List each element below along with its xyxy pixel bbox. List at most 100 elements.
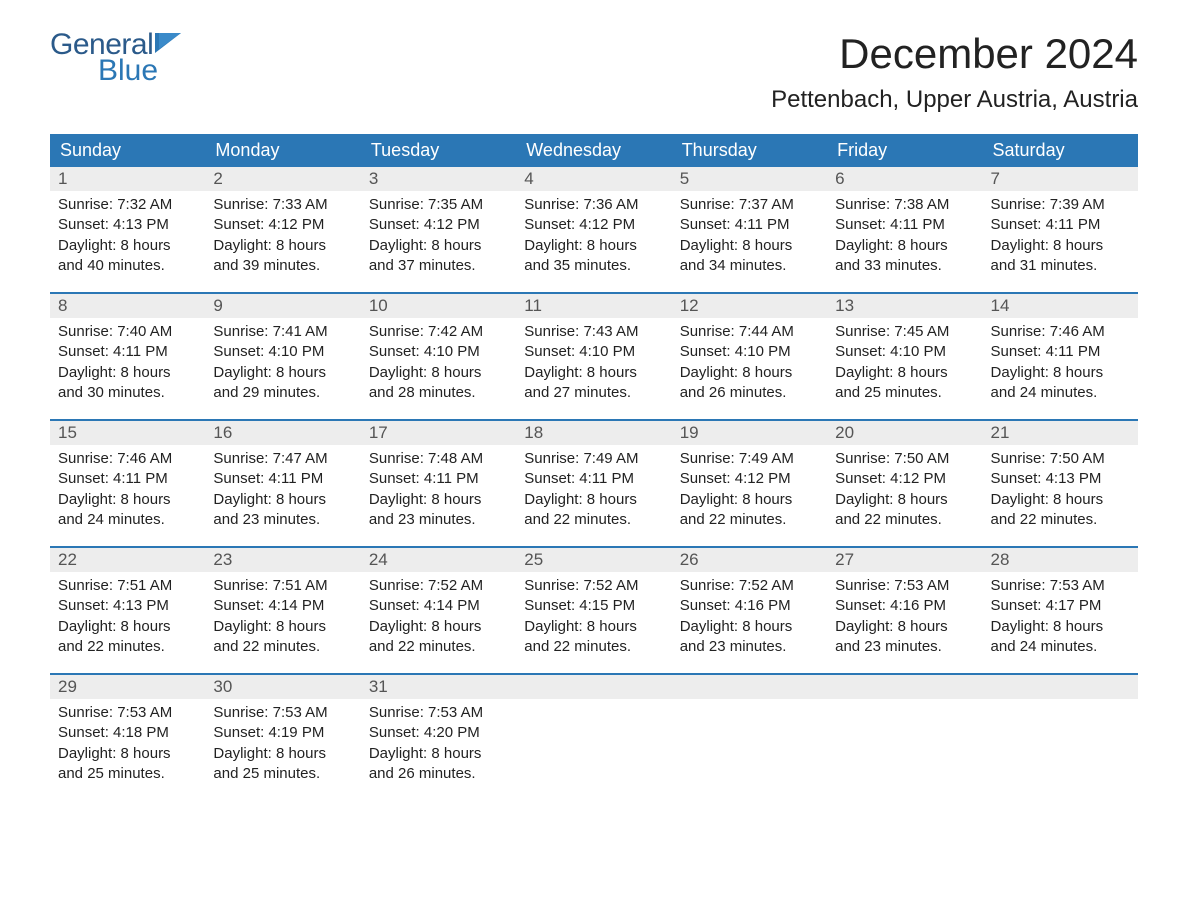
daylight-text: and 23 minutes.: [680, 637, 819, 657]
day-cell: Sunrise: 7:53 AMSunset: 4:18 PMDaylight:…: [50, 699, 205, 800]
flag-icon: [155, 33, 181, 57]
day-number: 27: [827, 548, 982, 572]
daylight-text: and 22 minutes.: [835, 510, 974, 530]
sunrise-text: Sunrise: 7:41 AM: [213, 322, 352, 342]
sunset-text: Sunset: 4:12 PM: [835, 469, 974, 489]
sunset-text: Sunset: 4:16 PM: [680, 596, 819, 616]
daylight-text: and 34 minutes.: [680, 256, 819, 276]
day-cell: Sunrise: 7:50 AMSunset: 4:12 PMDaylight:…: [827, 445, 982, 546]
daylight-text: and 23 minutes.: [213, 510, 352, 530]
daylight-text: Daylight: 8 hours: [680, 236, 819, 256]
daylight-text: Daylight: 8 hours: [524, 236, 663, 256]
day-cell: Sunrise: 7:49 AMSunset: 4:11 PMDaylight:…: [516, 445, 671, 546]
daylight-text: and 22 minutes.: [58, 637, 197, 657]
logo-text-blue: Blue: [98, 56, 181, 86]
sunset-text: Sunset: 4:10 PM: [524, 342, 663, 362]
day-cell: Sunrise: 7:51 AMSunset: 4:14 PMDaylight:…: [205, 572, 360, 673]
sunrise-text: Sunrise: 7:37 AM: [680, 195, 819, 215]
day-number: 16: [205, 421, 360, 445]
sunset-text: Sunset: 4:11 PM: [213, 469, 352, 489]
day-body-row: Sunrise: 7:53 AMSunset: 4:18 PMDaylight:…: [50, 699, 1138, 800]
daylight-text: and 22 minutes.: [680, 510, 819, 530]
daylight-text: and 22 minutes.: [369, 637, 508, 657]
day-cell: Sunrise: 7:53 AMSunset: 4:20 PMDaylight:…: [361, 699, 516, 800]
daylight-text: Daylight: 8 hours: [369, 363, 508, 383]
daylight-text: Daylight: 8 hours: [213, 236, 352, 256]
daylight-text: and 23 minutes.: [369, 510, 508, 530]
daylight-text: Daylight: 8 hours: [213, 744, 352, 764]
day-number: 18: [516, 421, 671, 445]
title-block: December 2024 Pettenbach, Upper Austria,…: [771, 30, 1138, 114]
day-number-row: 293031: [50, 673, 1138, 699]
day-number: 26: [672, 548, 827, 572]
day-number: 2: [205, 167, 360, 191]
day-number: 23: [205, 548, 360, 572]
day-cell: Sunrise: 7:53 AMSunset: 4:19 PMDaylight:…: [205, 699, 360, 800]
sunrise-text: Sunrise: 7:53 AM: [213, 703, 352, 723]
calendar: SundayMondayTuesdayWednesdayThursdayFrid…: [50, 134, 1138, 800]
daylight-text: Daylight: 8 hours: [58, 744, 197, 764]
logo: General Blue: [50, 30, 181, 86]
daylight-text: and 26 minutes.: [369, 764, 508, 784]
day-cell: Sunrise: 7:36 AMSunset: 4:12 PMDaylight:…: [516, 191, 671, 292]
daylight-text: Daylight: 8 hours: [58, 363, 197, 383]
day-cell: Sunrise: 7:44 AMSunset: 4:10 PMDaylight:…: [672, 318, 827, 419]
sunrise-text: Sunrise: 7:43 AM: [524, 322, 663, 342]
daylight-text: Daylight: 8 hours: [58, 490, 197, 510]
sunrise-text: Sunrise: 7:44 AM: [680, 322, 819, 342]
daylight-text: and 24 minutes.: [58, 510, 197, 530]
sunrise-text: Sunrise: 7:52 AM: [680, 576, 819, 596]
day-number-row: 22232425262728: [50, 546, 1138, 572]
sunrise-text: Sunrise: 7:38 AM: [835, 195, 974, 215]
weekday-header-row: SundayMondayTuesdayWednesdayThursdayFrid…: [50, 134, 1138, 167]
sunrise-text: Sunrise: 7:50 AM: [835, 449, 974, 469]
day-cell: Sunrise: 7:49 AMSunset: 4:12 PMDaylight:…: [672, 445, 827, 546]
day-cell: Sunrise: 7:42 AMSunset: 4:10 PMDaylight:…: [361, 318, 516, 419]
daylight-text: and 29 minutes.: [213, 383, 352, 403]
day-number: 19: [672, 421, 827, 445]
sunrise-text: Sunrise: 7:53 AM: [991, 576, 1130, 596]
daylight-text: and 22 minutes.: [991, 510, 1130, 530]
day-number: [983, 675, 1138, 699]
day-cell: [983, 699, 1138, 800]
daylight-text: Daylight: 8 hours: [369, 490, 508, 510]
day-cell: Sunrise: 7:51 AMSunset: 4:13 PMDaylight:…: [50, 572, 205, 673]
sunset-text: Sunset: 4:12 PM: [680, 469, 819, 489]
sunrise-text: Sunrise: 7:36 AM: [524, 195, 663, 215]
sunset-text: Sunset: 4:11 PM: [991, 215, 1130, 235]
day-number: [827, 675, 982, 699]
sunrise-text: Sunrise: 7:46 AM: [58, 449, 197, 469]
daylight-text: and 40 minutes.: [58, 256, 197, 276]
sunset-text: Sunset: 4:11 PM: [835, 215, 974, 235]
day-number: 25: [516, 548, 671, 572]
sunrise-text: Sunrise: 7:53 AM: [835, 576, 974, 596]
daylight-text: and 25 minutes.: [58, 764, 197, 784]
daylight-text: and 24 minutes.: [991, 383, 1130, 403]
day-cell: Sunrise: 7:32 AMSunset: 4:13 PMDaylight:…: [50, 191, 205, 292]
sunset-text: Sunset: 4:10 PM: [680, 342, 819, 362]
sunset-text: Sunset: 4:14 PM: [213, 596, 352, 616]
sunrise-text: Sunrise: 7:52 AM: [369, 576, 508, 596]
sunrise-text: Sunrise: 7:51 AM: [213, 576, 352, 596]
sunset-text: Sunset: 4:11 PM: [369, 469, 508, 489]
daylight-text: Daylight: 8 hours: [58, 617, 197, 637]
day-number: 28: [983, 548, 1138, 572]
day-number: 3: [361, 167, 516, 191]
weekday-header: Saturday: [983, 134, 1138, 167]
day-number: 31: [361, 675, 516, 699]
daylight-text: and 31 minutes.: [991, 256, 1130, 276]
day-number: 13: [827, 294, 982, 318]
sunrise-text: Sunrise: 7:45 AM: [835, 322, 974, 342]
sunrise-text: Sunrise: 7:49 AM: [524, 449, 663, 469]
day-cell: Sunrise: 7:37 AMSunset: 4:11 PMDaylight:…: [672, 191, 827, 292]
day-cell: Sunrise: 7:39 AMSunset: 4:11 PMDaylight:…: [983, 191, 1138, 292]
daylight-text: Daylight: 8 hours: [524, 363, 663, 383]
day-number-row: 1234567: [50, 167, 1138, 191]
daylight-text: Daylight: 8 hours: [991, 236, 1130, 256]
day-body-row: Sunrise: 7:32 AMSunset: 4:13 PMDaylight:…: [50, 191, 1138, 292]
sunset-text: Sunset: 4:13 PM: [991, 469, 1130, 489]
day-cell: Sunrise: 7:47 AMSunset: 4:11 PMDaylight:…: [205, 445, 360, 546]
daylight-text: and 33 minutes.: [835, 256, 974, 276]
day-cell: Sunrise: 7:52 AMSunset: 4:15 PMDaylight:…: [516, 572, 671, 673]
sunset-text: Sunset: 4:13 PM: [58, 215, 197, 235]
